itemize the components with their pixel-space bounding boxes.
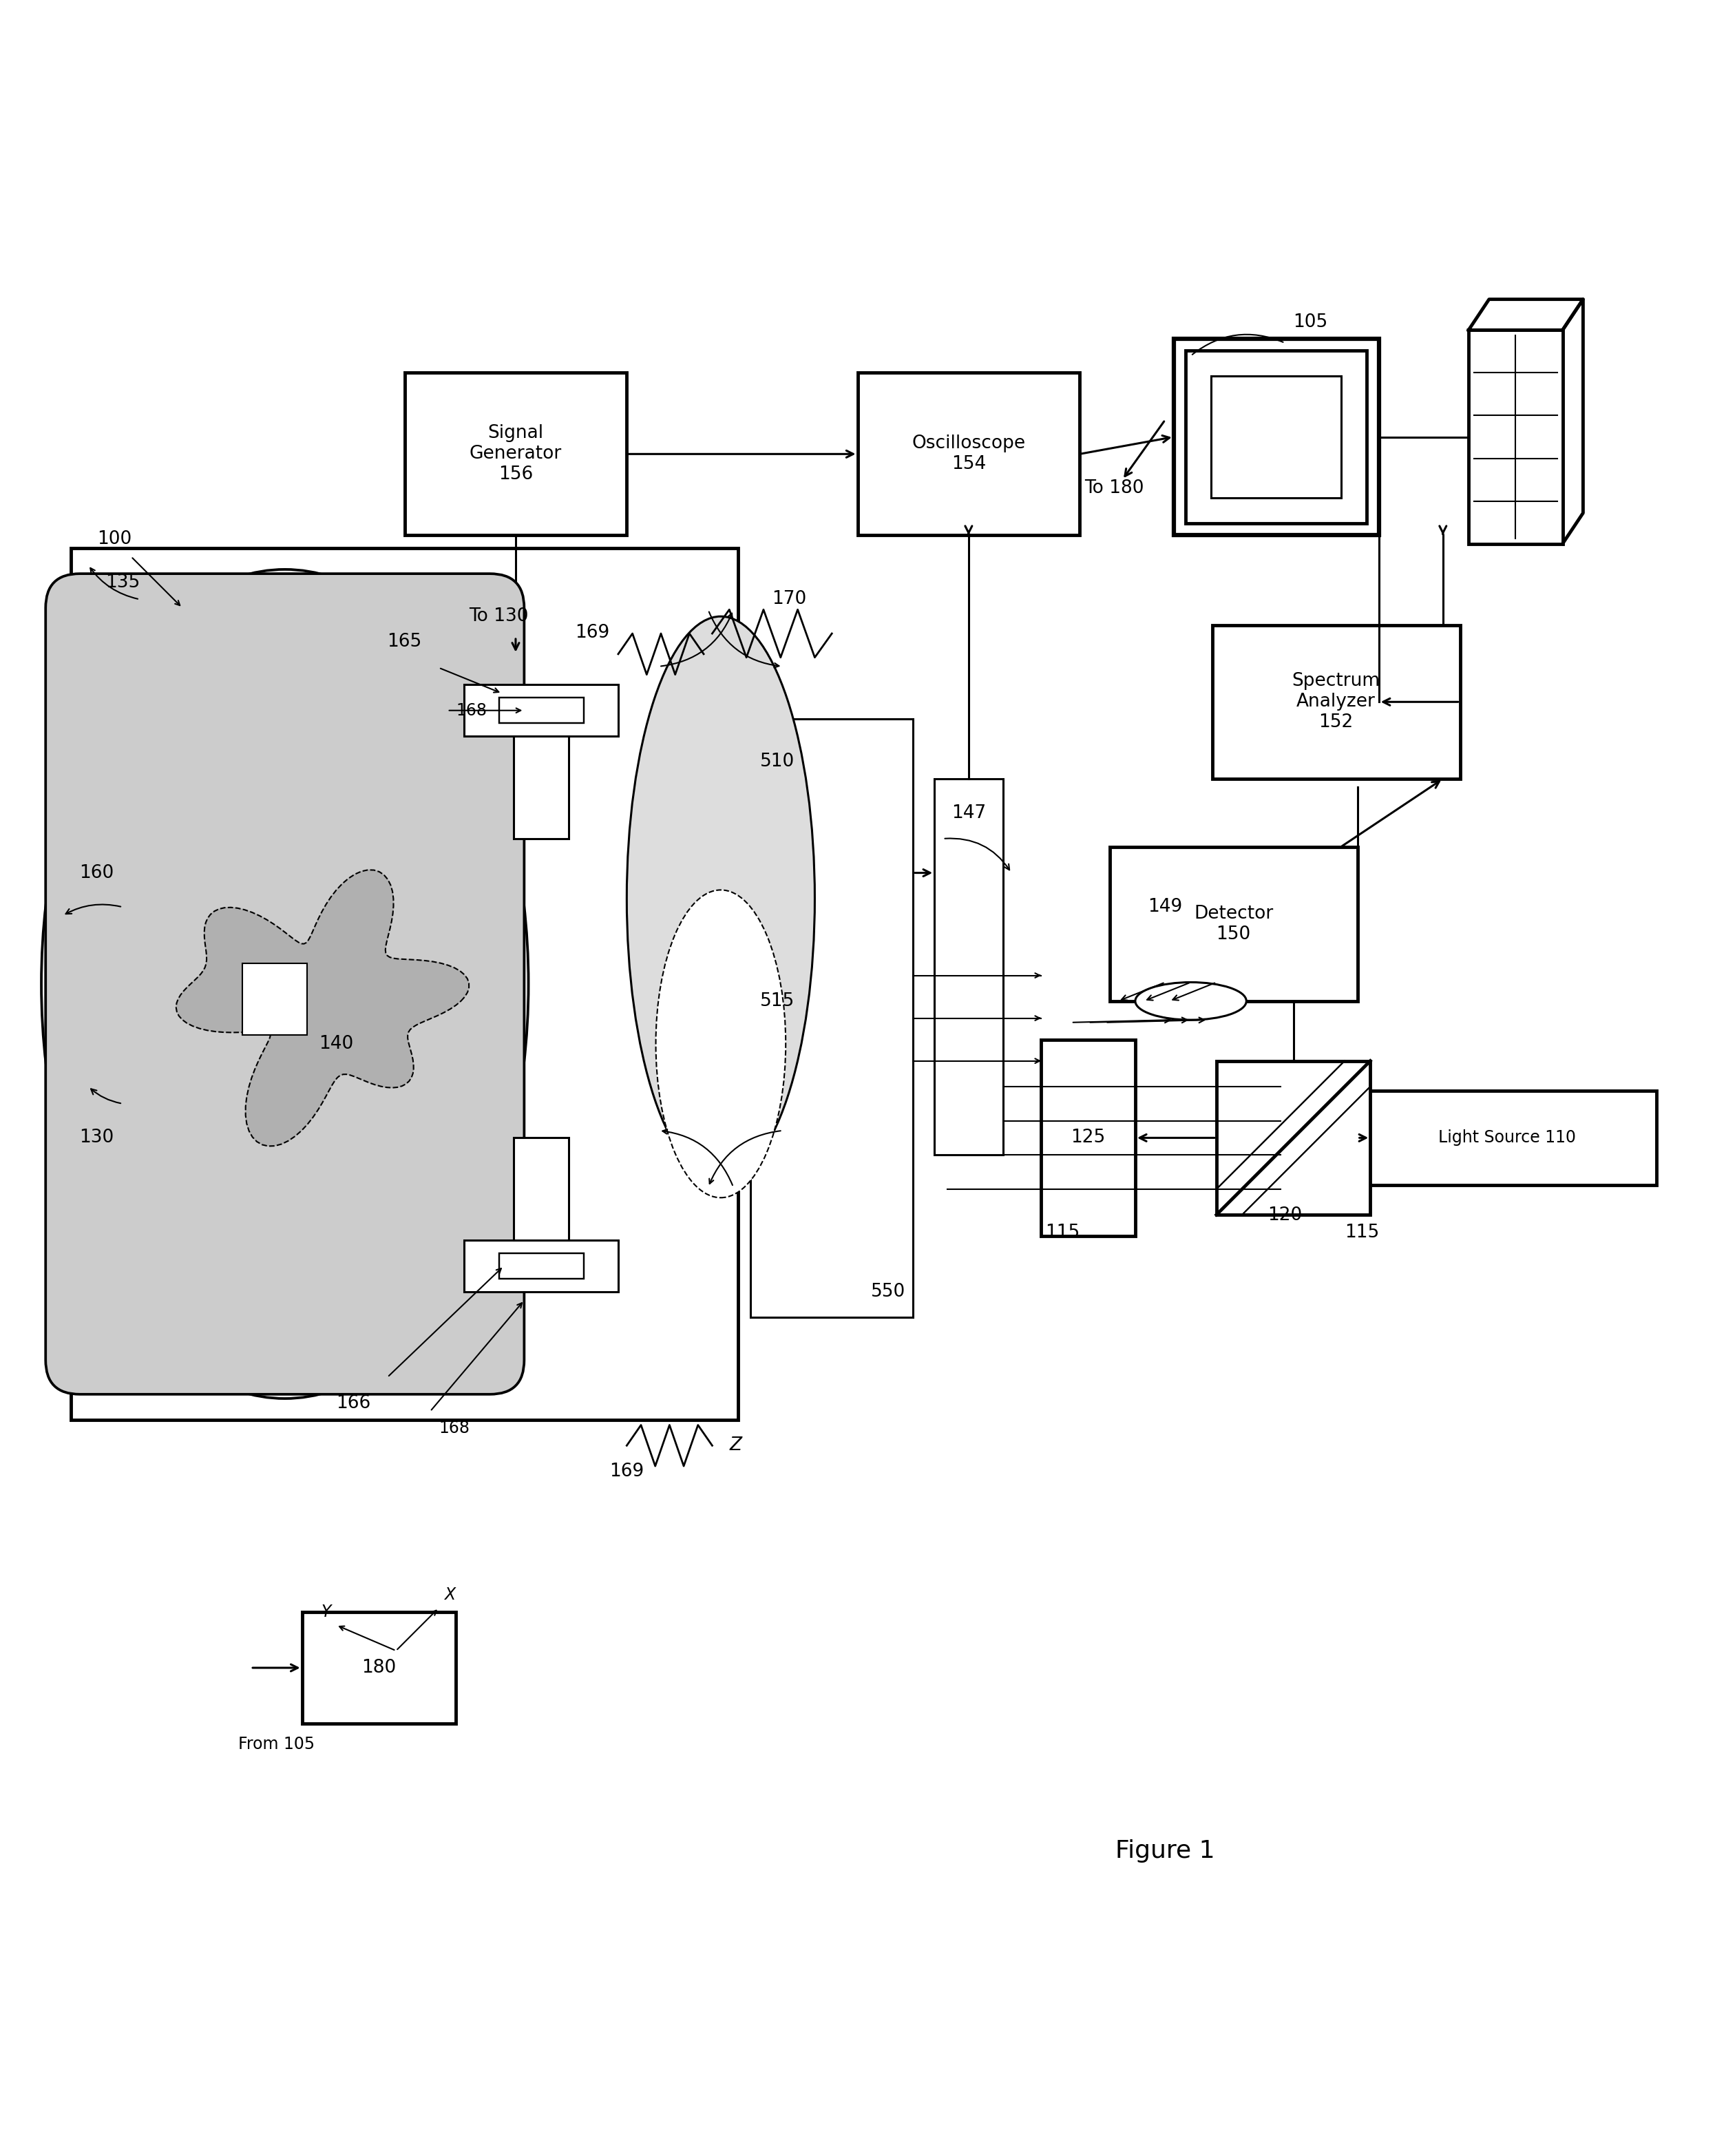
- Text: To 130: To 130: [468, 608, 528, 625]
- Text: 169: 169: [575, 623, 609, 642]
- Text: 140: 140: [319, 1035, 353, 1052]
- Text: 515: 515: [760, 992, 794, 1009]
- FancyBboxPatch shape: [499, 699, 583, 722]
- Text: Light Source 110: Light Source 110: [1439, 1130, 1576, 1147]
- FancyBboxPatch shape: [935, 778, 1003, 1156]
- FancyBboxPatch shape: [242, 964, 307, 1035]
- Text: 160: 160: [79, 865, 113, 882]
- FancyBboxPatch shape: [1468, 330, 1562, 543]
- Polygon shape: [177, 869, 468, 1147]
- Text: 130: 130: [79, 1130, 113, 1147]
- FancyBboxPatch shape: [499, 1253, 583, 1279]
- Text: Y: Y: [321, 1604, 331, 1619]
- FancyBboxPatch shape: [1213, 625, 1459, 778]
- Text: 180: 180: [362, 1658, 396, 1677]
- FancyBboxPatch shape: [858, 373, 1080, 535]
- Text: 166: 166: [336, 1395, 370, 1412]
- Ellipse shape: [655, 890, 785, 1199]
- Text: 115: 115: [1046, 1222, 1080, 1242]
- FancyBboxPatch shape: [514, 735, 569, 839]
- Text: 510: 510: [760, 752, 794, 770]
- Text: 168: 168: [456, 703, 487, 718]
- Text: 147: 147: [952, 804, 986, 821]
- Text: Spectrum
Analyzer
152: Spectrum Analyzer 152: [1291, 673, 1381, 731]
- Text: Detector
150: Detector 150: [1194, 906, 1273, 944]
- FancyBboxPatch shape: [405, 373, 626, 535]
- Text: 120: 120: [1267, 1205, 1302, 1225]
- Text: Oscilloscope
154: Oscilloscope 154: [912, 436, 1026, 474]
- Text: 165: 165: [388, 632, 422, 651]
- Text: 169: 169: [609, 1462, 643, 1481]
- FancyBboxPatch shape: [302, 1613, 456, 1723]
- Text: 550: 550: [871, 1283, 906, 1300]
- Text: 170: 170: [772, 591, 806, 608]
- Text: 168: 168: [439, 1421, 470, 1436]
- Text: 115: 115: [1345, 1222, 1379, 1242]
- FancyBboxPatch shape: [514, 1138, 569, 1240]
- FancyBboxPatch shape: [1041, 1039, 1135, 1235]
- FancyBboxPatch shape: [1211, 377, 1341, 498]
- Text: From 105: From 105: [238, 1736, 314, 1753]
- Text: To 180: To 180: [1084, 479, 1144, 498]
- Text: 135: 135: [105, 573, 141, 591]
- Ellipse shape: [626, 617, 815, 1181]
- Text: Figure 1: Figure 1: [1115, 1839, 1214, 1863]
- Text: 100: 100: [96, 530, 132, 548]
- FancyBboxPatch shape: [465, 686, 617, 735]
- FancyBboxPatch shape: [1358, 1091, 1657, 1186]
- FancyBboxPatch shape: [72, 548, 737, 1421]
- Text: Signal
Generator
156: Signal Generator 156: [470, 425, 563, 483]
- Text: X: X: [444, 1587, 454, 1602]
- FancyBboxPatch shape: [1173, 338, 1379, 535]
- FancyBboxPatch shape: [751, 718, 912, 1317]
- Text: Z: Z: [729, 1436, 743, 1455]
- Text: 125: 125: [1070, 1130, 1106, 1147]
- FancyBboxPatch shape: [1185, 351, 1367, 524]
- FancyBboxPatch shape: [465, 1240, 617, 1291]
- FancyBboxPatch shape: [46, 573, 525, 1395]
- Ellipse shape: [41, 569, 528, 1399]
- Ellipse shape: [1135, 983, 1247, 1020]
- Text: 105: 105: [1293, 313, 1327, 332]
- Text: 149: 149: [1147, 897, 1183, 916]
- FancyBboxPatch shape: [1110, 847, 1358, 1000]
- FancyBboxPatch shape: [1216, 1061, 1370, 1214]
